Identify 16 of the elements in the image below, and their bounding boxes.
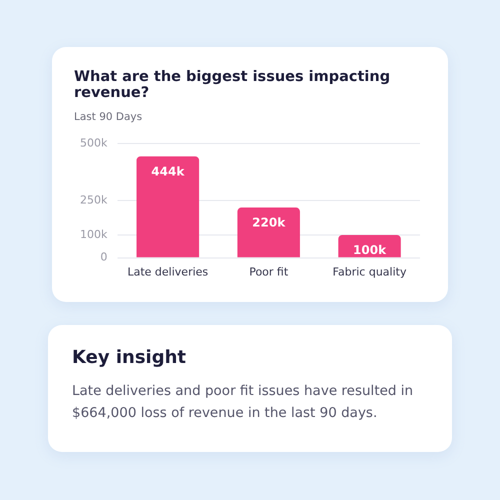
data-label: 220k bbox=[252, 216, 286, 230]
data-label: 100k bbox=[353, 243, 388, 258]
x-tick-label: Late deliveries bbox=[127, 265, 208, 278]
x-tick-label: Fabric quality bbox=[332, 265, 407, 278]
y-tick-label: 250k bbox=[80, 194, 108, 207]
y-tick-label: 0 bbox=[100, 250, 108, 264]
y-tick-label: 500k bbox=[80, 136, 108, 150]
y-tick-label: 100k bbox=[80, 228, 108, 241]
chart-title: What are the biggest issues impacting revenue? bbox=[74, 69, 392, 101]
text: Late deliveries and poor fit issues have resulted in $664,000 loss of revenue in the last 90 days. bbox=[72, 382, 414, 423]
data-label: 444k bbox=[151, 164, 186, 179]
x-tick-label: Poor fit bbox=[249, 265, 289, 278]
bar bbox=[237, 208, 300, 258]
bar bbox=[136, 156, 200, 258]
chart-subtitle: Last 90 Days bbox=[74, 111, 144, 123]
text: Key insight bbox=[72, 347, 188, 368]
